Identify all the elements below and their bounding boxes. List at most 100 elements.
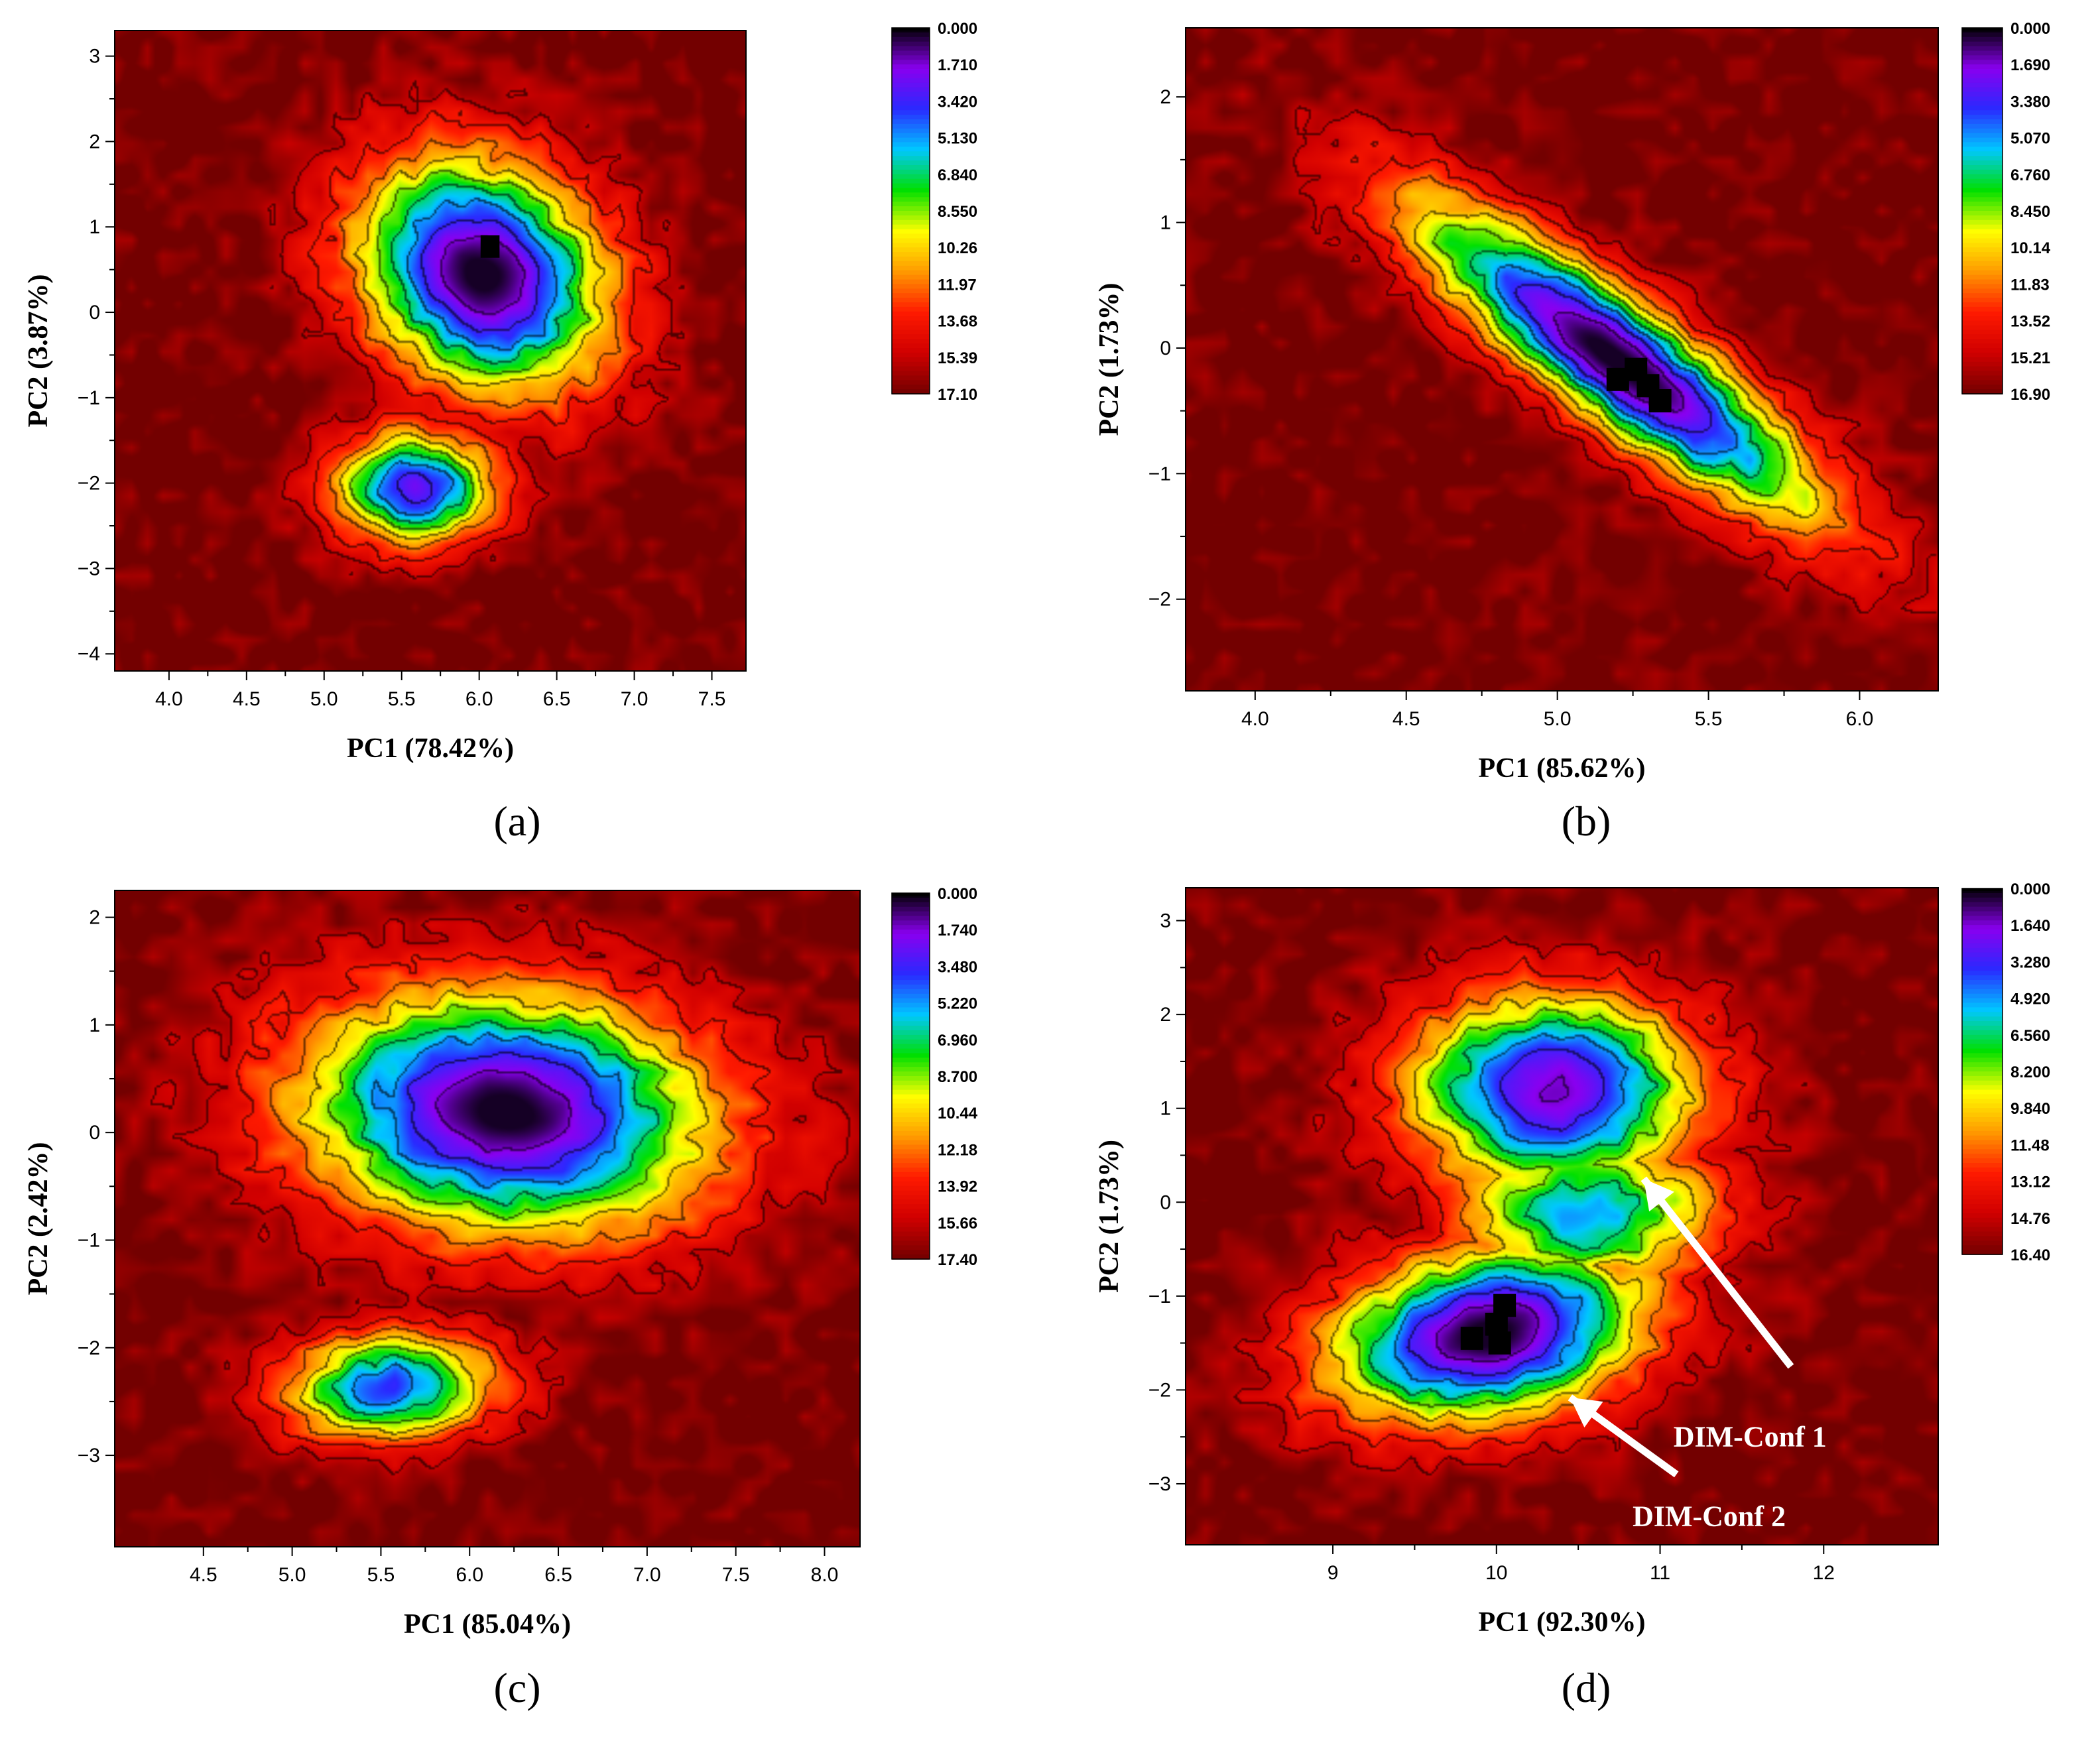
colorbar-band bbox=[892, 215, 930, 221]
colorbar-min-band bbox=[1962, 28, 2003, 30]
global-minimum-cell bbox=[1648, 389, 1672, 412]
colorbar-min-band bbox=[892, 893, 930, 896]
colorbar-band bbox=[892, 1122, 930, 1127]
colorbar-band bbox=[1962, 32, 2003, 38]
colorbar-band bbox=[892, 1163, 930, 1168]
colorbar-band bbox=[1962, 343, 2003, 349]
colorbar-band bbox=[892, 82, 930, 88]
colorbar-band bbox=[892, 50, 930, 56]
colorbar-band bbox=[1962, 165, 2003, 170]
colorbar-band bbox=[1962, 1048, 2003, 1054]
colorbar-band bbox=[1962, 966, 2003, 971]
colorbar-band bbox=[1962, 133, 2003, 139]
colorbar-label: 4.920 bbox=[2010, 991, 2050, 1008]
colorbar-label: 3.380 bbox=[2010, 93, 2050, 111]
colorbar-band bbox=[892, 133, 930, 139]
colorbar-band bbox=[892, 1144, 930, 1150]
colorbar-band bbox=[1962, 1227, 2003, 1233]
colorbar-band bbox=[892, 925, 930, 930]
colorbar-band bbox=[892, 91, 930, 97]
colorbar-band bbox=[1962, 219, 2003, 225]
colorbar-band bbox=[892, 385, 930, 390]
x-axis-title: PC1 (78.42%) bbox=[347, 733, 514, 764]
colorbar-band bbox=[892, 998, 930, 1004]
y-tick-label: −1 bbox=[78, 387, 100, 409]
colorbar-band bbox=[892, 74, 930, 79]
colorbar-band bbox=[892, 1080, 930, 1086]
plot-frame bbox=[1185, 27, 1939, 692]
colorbar-band bbox=[1962, 1190, 2003, 1196]
y-axis-title: PC2 (1.73%) bbox=[1094, 1140, 1125, 1293]
y-tick-label: −4 bbox=[78, 643, 100, 665]
global-minimum-cell bbox=[480, 235, 500, 258]
colorbar-label: 3.280 bbox=[2010, 953, 2050, 971]
x-tick-label: 5.5 bbox=[367, 1564, 395, 1586]
y-tick-label: 1 bbox=[89, 216, 100, 238]
colorbar-band bbox=[1962, 274, 2003, 280]
colorbar-band bbox=[892, 1135, 930, 1141]
colorbar-label: 1.690 bbox=[2010, 56, 2050, 74]
colorbar-band bbox=[892, 1245, 930, 1250]
colorbar-band bbox=[892, 41, 930, 47]
colorbar-band bbox=[892, 1158, 930, 1164]
colorbar-band bbox=[1962, 137, 2003, 143]
colorbar-band bbox=[1962, 243, 2003, 248]
colorbar-band bbox=[892, 975, 930, 981]
colorbar-band bbox=[1962, 892, 2003, 898]
colorbar-band bbox=[892, 96, 930, 102]
colorbar-band bbox=[1962, 183, 2003, 189]
colorbar-band bbox=[892, 320, 930, 326]
colorbar-band bbox=[1962, 1144, 2003, 1150]
colorbar-band bbox=[892, 980, 930, 985]
contour-lines bbox=[115, 30, 746, 671]
colorbar-label: 15.66 bbox=[938, 1215, 977, 1233]
y-tick-label: 2 bbox=[1160, 1004, 1171, 1026]
colorbar-band bbox=[892, 989, 930, 995]
colorbar-band bbox=[892, 288, 930, 294]
global-minimum-cell bbox=[1460, 1327, 1483, 1350]
colorbar-band bbox=[1962, 238, 2003, 244]
y-tick-label: −2 bbox=[78, 473, 100, 495]
colorbar-band bbox=[892, 330, 930, 335]
global-minimum-cell bbox=[1493, 1294, 1516, 1317]
colorbar-band bbox=[1962, 1204, 2003, 1209]
colorbar-band bbox=[1962, 229, 2003, 235]
colorbar-band bbox=[892, 32, 930, 38]
colorbar-band bbox=[892, 1026, 930, 1031]
colorbar-band bbox=[1962, 1240, 2003, 1246]
colorbar-band bbox=[1962, 1176, 2003, 1182]
colorbar-band bbox=[1962, 961, 2003, 967]
colorbar-band bbox=[1962, 284, 2003, 290]
colorbar-band bbox=[1962, 82, 2003, 88]
x-tick-label: 10 bbox=[1485, 1562, 1507, 1584]
colorbar-band bbox=[892, 1048, 930, 1054]
colorbar-band bbox=[1962, 920, 2003, 926]
colorbar-band bbox=[892, 371, 930, 377]
colorbar-band bbox=[1962, 128, 2003, 134]
colorbar-band bbox=[1962, 1021, 2003, 1026]
colorbar-band bbox=[892, 137, 930, 143]
colorbar-band bbox=[892, 1149, 930, 1155]
colorbar-band bbox=[1962, 1085, 2003, 1091]
colorbar-band bbox=[892, 1012, 930, 1018]
colorbar-band bbox=[892, 284, 930, 290]
colorbar-band bbox=[892, 930, 930, 935]
y-tick-label: −2 bbox=[1148, 1379, 1171, 1401]
colorbar-label: 13.12 bbox=[2010, 1174, 2050, 1191]
colorbar-band bbox=[1962, 980, 2003, 985]
colorbar-band bbox=[892, 1236, 930, 1242]
colorbar-band bbox=[1962, 64, 2003, 70]
colorbar-band bbox=[892, 906, 930, 912]
contour-lines bbox=[1186, 28, 1938, 691]
colorbar-band bbox=[1962, 1057, 2003, 1063]
x-tick-label: 8.0 bbox=[811, 1564, 839, 1586]
colorbar-band bbox=[1962, 1030, 2003, 1036]
colorbar-band bbox=[1962, 1113, 2003, 1118]
colorbar-band bbox=[892, 339, 930, 344]
colorbar-band bbox=[892, 1030, 930, 1036]
plot-frame bbox=[1185, 887, 1939, 1545]
annotation-label: DIM-Conf 1 bbox=[1674, 1420, 1827, 1453]
colorbar-band bbox=[1962, 897, 2003, 903]
colorbar-band bbox=[1962, 998, 2003, 1004]
colorbar-band bbox=[892, 1094, 930, 1100]
